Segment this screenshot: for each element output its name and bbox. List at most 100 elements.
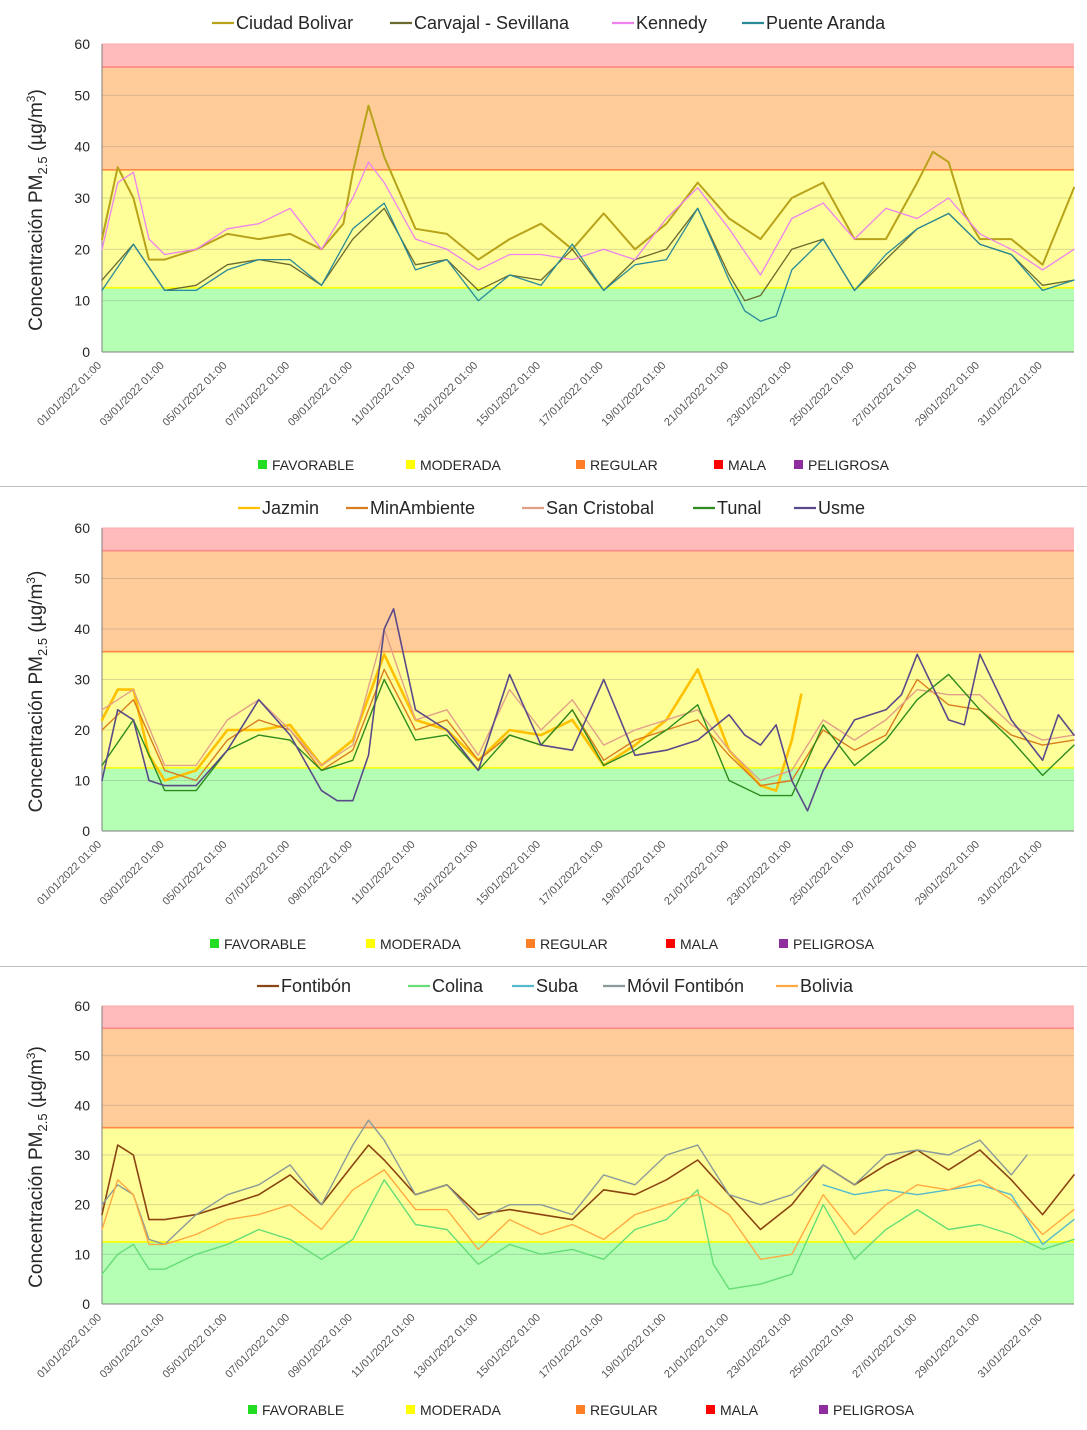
category-swatch — [714, 460, 723, 469]
category-label: PELIGROSA — [793, 936, 875, 952]
series-line — [101, 673, 1075, 797]
category-label: FAVORABLE — [224, 936, 306, 952]
category-label: MODERADA — [420, 457, 502, 473]
chart-panel-1: 0 10 20 30 40 50 60 01/01/2022 01:00 03/01/2022 … — [0, 0, 1087, 480]
legend-label: Bolivia — [800, 976, 854, 996]
series-line — [101, 608, 1075, 812]
y-axis-title: Concentración PM2.5 (µg/m3) — [24, 1046, 50, 1288]
x-tick-label: 19/01/2022 01:00 — [599, 839, 668, 908]
y-tick-label: 10 — [74, 1246, 90, 1262]
x-tick-label: 15/01/2022 01:00 — [474, 839, 543, 908]
x-tick-label: 27/01/2022 01:00 — [850, 1312, 919, 1381]
chart-svg: 0 10 20 30 40 50 60 01/01/2022 01:0003/01/2022 … — [24, 976, 1075, 1418]
chart-panel-3: 0 10 20 30 40 50 60 01/01/2022 01:00 03/01/2022 … — [0, 968, 1087, 1430]
y-tick-label: 0 — [82, 344, 90, 360]
x-tick-label: 23/01/2022 01:00 — [725, 839, 794, 908]
x-tick-label: 31/01/2022 01:00 — [976, 360, 1045, 429]
legend-label: Jazmin — [262, 498, 319, 518]
y-axis-title: Concentración PM2.5 (µg/m3) — [24, 89, 50, 331]
x-tick-label: 05/01/2022 01:00 — [160, 360, 229, 429]
x-tick-label: 13/01/2022 01:00 — [411, 839, 480, 908]
band-favorable — [102, 767, 1074, 831]
category-swatch — [706, 1405, 715, 1414]
x-tick-label: 17/01/2022 01:00 — [537, 360, 606, 429]
band-regular — [102, 1028, 1074, 1128]
band-favorable — [102, 1241, 1074, 1304]
category-label: FAVORABLE — [262, 1402, 344, 1418]
x-tick-label: 03/01/2022 01:00 — [98, 1312, 167, 1381]
x-tick-label: 07/01/2022 01:00 — [223, 360, 292, 429]
y-tick-label: 50 — [74, 1048, 90, 1064]
legend-label: Puente Aranda — [766, 13, 886, 33]
category-swatch — [819, 1405, 828, 1414]
band-favorable — [102, 287, 1074, 352]
category-swatch — [526, 939, 535, 948]
x-tick-label: 11/01/2022 01:00 — [349, 1312, 417, 1380]
x-tick-label: 21/01/2022 01:00 — [662, 360, 731, 429]
y-tick-label: 30 — [74, 190, 90, 206]
legend-label: Fontibón — [281, 976, 351, 996]
category-swatch — [258, 460, 267, 469]
x-tick-label: 11/01/2022 01:00 — [349, 360, 417, 428]
x-tick-label: 05/01/2022 01:00 — [160, 1312, 229, 1381]
band-moderada — [102, 651, 1074, 768]
category-swatch — [406, 460, 415, 469]
series-line — [101, 161, 1075, 276]
y-tick-label: 30 — [74, 1147, 90, 1163]
x-tick-label: 15/01/2022 01:00 — [474, 360, 543, 429]
y-tick-label: 40 — [74, 139, 90, 155]
x-tick-label: 11/01/2022 01:00 — [349, 839, 417, 907]
category-swatch — [666, 939, 675, 948]
legend-label: Móvil Fontibón — [627, 976, 744, 996]
y-tick-label: 0 — [82, 823, 90, 839]
x-tick-label: 29/01/2022 01:00 — [913, 1312, 982, 1381]
x-tick-label: 09/01/2022 01:00 — [286, 839, 355, 908]
x-tick-label: 21/01/2022 01:00 — [662, 1312, 731, 1381]
x-tick-label: 29/01/2022 01:00 — [913, 839, 982, 908]
category-label: REGULAR — [590, 457, 658, 473]
x-tick-label: 05/01/2022 01:00 — [160, 839, 229, 908]
series-line — [101, 104, 1075, 266]
y-tick-label: 60 — [74, 36, 90, 52]
category-swatch — [779, 939, 788, 948]
band-mala — [102, 1006, 1074, 1029]
legend-label: Usme — [818, 498, 865, 518]
x-tick-label: 01/01/2022 01:00 — [35, 360, 104, 429]
category-swatch — [210, 939, 219, 948]
x-tick-label: 29/01/2022 01:00 — [913, 360, 982, 429]
x-tick-label: 13/01/2022 01:00 — [411, 360, 480, 429]
x-tick-label: 07/01/2022 01:00 — [223, 839, 292, 908]
category-label: PELIGROSA — [808, 457, 890, 473]
x-tick-label: 03/01/2022 01:00 — [98, 839, 167, 908]
panel-divider — [0, 486, 1087, 487]
chart-svg: 0 10 20 30 40 50 60 01/01/2022 01:0003/01/2022 … — [24, 498, 1075, 952]
category-swatch — [576, 460, 585, 469]
category-label: MALA — [720, 1402, 759, 1418]
series-line — [101, 1169, 1075, 1260]
x-tick-label: 07/01/2022 01:00 — [223, 1312, 292, 1381]
x-tick-label: 19/01/2022 01:00 — [599, 1312, 668, 1381]
band-regular — [102, 550, 1074, 652]
category-label: MALA — [680, 936, 719, 952]
x-tick-label: 17/01/2022 01:00 — [537, 839, 606, 908]
y-tick-label: 20 — [74, 722, 90, 738]
x-tick-label: 25/01/2022 01:00 — [788, 360, 857, 429]
legend-label: MinAmbiente — [370, 498, 475, 518]
y-tick-label: 30 — [74, 672, 90, 688]
y-tick-label: 50 — [74, 87, 90, 103]
x-tick-label: 25/01/2022 01:00 — [788, 839, 857, 908]
legend-label: Suba — [536, 976, 579, 996]
category-label: REGULAR — [540, 936, 608, 952]
x-tick-label: 03/01/2022 01:00 — [98, 360, 167, 429]
category-swatch — [248, 1405, 257, 1414]
x-tick-label: 31/01/2022 01:00 — [976, 839, 1045, 908]
y-tick-label: 40 — [74, 621, 90, 637]
x-tick-label: 13/01/2022 01:00 — [411, 1312, 480, 1381]
y-axis-title: Concentración PM2.5 (µg/m3) — [24, 571, 50, 813]
x-tick-label: 25/01/2022 01:00 — [788, 1312, 857, 1381]
series-line — [101, 1179, 1075, 1290]
y-tick-label: 0 — [82, 1296, 90, 1312]
x-tick-label: 23/01/2022 01:00 — [725, 360, 794, 429]
y-tick-label: 60 — [74, 998, 90, 1014]
